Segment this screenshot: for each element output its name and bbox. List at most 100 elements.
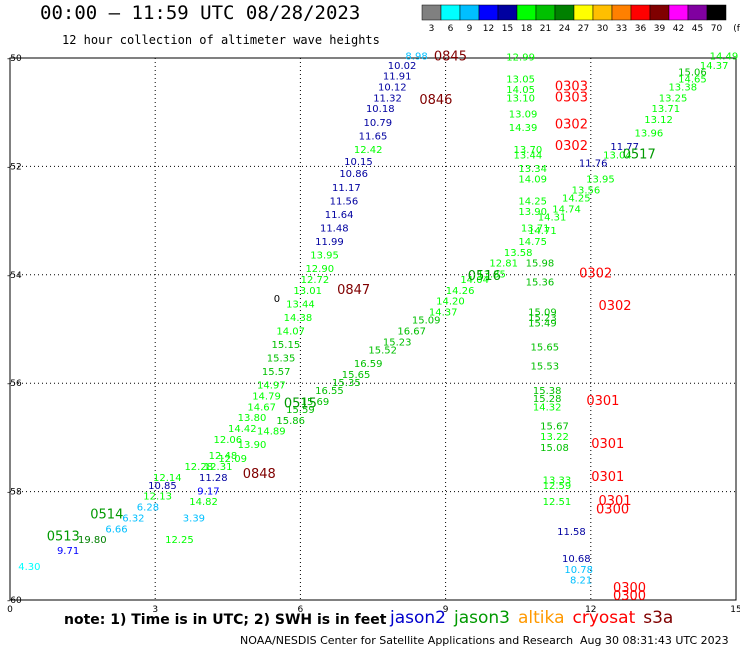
wave-height-point-cryosat: 15.65 <box>530 343 559 354</box>
scale-swatch <box>516 4 537 21</box>
wave-height-point-jason3: 14.31 <box>538 213 567 224</box>
wave-height-point-jason3: 16.67 <box>397 326 426 337</box>
wave-height-point-cryosat: 14.39 <box>509 123 538 134</box>
wave-height-point-jason3: 12.14 <box>153 473 182 484</box>
scale-label: 15 <box>502 24 513 34</box>
scale-swatch <box>668 4 689 21</box>
wave-height-point-jason3: 14.37 <box>700 61 729 72</box>
wave-height-point-cryosat: 8.21 <box>570 576 592 587</box>
wave-height-point-cryosat: 15.38 <box>533 386 562 397</box>
scale-label: 70 <box>711 24 723 34</box>
wave-height-point-jason2: 11.28 <box>199 473 228 484</box>
wave-height-point-cryosat: 13.70 <box>514 145 543 156</box>
chart-title: 00:00 — 11:59 UTC 08/28/2023 <box>40 2 361 24</box>
wave-height-point-jason2: 15.57 <box>262 367 291 378</box>
pass-time-label: 0302 <box>579 267 612 282</box>
wave-height-point-jason2: 10.18 <box>366 104 395 115</box>
x-tick-label: 15 <box>730 605 740 615</box>
wave-height-point-jason2: 12.72 <box>301 275 330 286</box>
pass-time-label: 0302 <box>598 299 631 314</box>
scale-swatch <box>649 4 670 21</box>
pass-time-label: 0301 <box>586 394 619 409</box>
wave-height-point-jason3: 14.26 <box>446 286 475 297</box>
wave-height-point-cryosat: 15.49 <box>528 318 557 329</box>
wave-height-point-jason3: 13.25 <box>659 93 688 104</box>
wave-height-point-jason2: 13.80 <box>238 413 267 424</box>
wave-height-point-jason2: 12.48 <box>209 451 238 462</box>
wave-height-point-jason3: 11.77 <box>610 142 639 153</box>
wave-height-point-jason2: 14.97 <box>257 381 286 392</box>
wave-height-point-jason3: 13.95 <box>586 175 615 186</box>
wave-height-point-jason2: 10.79 <box>364 118 393 129</box>
wave-height-point-jason3: 15.52 <box>368 345 397 356</box>
scale-label: 39 <box>654 24 666 34</box>
wave-height-point-cryosat: 14.32 <box>533 402 562 413</box>
scale-swatch <box>611 4 632 21</box>
legend-s3a: s3a <box>643 608 674 628</box>
pass-time-label: 0514 <box>90 508 123 523</box>
pass-time-label: 0303 <box>555 90 588 105</box>
wave-height-point-jason3: 13.90 <box>238 440 267 451</box>
scale-swatch <box>554 4 575 21</box>
wave-height-point-cryosat: 14.09 <box>518 175 547 186</box>
wave-height-point-cryosat: 11.58 <box>557 527 586 538</box>
wave-height-point-jason3: 13.56 <box>572 186 601 197</box>
wave-height-point-jason2: 12.31 <box>204 462 233 473</box>
wave-height-point-jason2: 13.44 <box>286 299 315 310</box>
x-tick-label: 9 <box>443 605 449 615</box>
footer-timestamp: Aug 30 08:31:43 UTC 2023 <box>580 634 729 647</box>
wave-height-point-cryosat: 13.33 <box>543 475 572 486</box>
x-tick-label: 12 <box>585 605 596 615</box>
scale-label: 24 <box>559 24 571 34</box>
scale-swatch <box>478 4 499 21</box>
wave-height-point-cryosat: 15.53 <box>530 362 559 373</box>
wave-height-point-cryosat: 15.67 <box>540 421 569 432</box>
wave-height-point-jason3: 15.86 <box>276 416 305 427</box>
wave-height-point-cryosat: 12.59 <box>543 481 572 492</box>
wave-height-point-cryosat: 15.28 <box>533 394 562 405</box>
wave-height-point-jason3: 10.85 <box>148 481 177 492</box>
wave-height-point-jason3: 14.49 <box>710 52 739 63</box>
wave-height-point-jason3: 15.69 <box>301 397 330 408</box>
wave-height-point-jason3: 11.76 <box>579 158 608 169</box>
scale-label: 6 <box>448 24 454 34</box>
wave-height-point-jason3: 14.71 <box>528 226 557 237</box>
wave-height-point-jason2: 12.90 <box>305 264 334 275</box>
scale-label: 30 <box>597 24 609 34</box>
wave-height-point-jason2: 12.06 <box>213 435 242 446</box>
wave-height-point-cryosat: 15.09 <box>528 307 557 318</box>
wave-height-point-jason3: 14.04 <box>460 275 489 286</box>
pass-time-label: 0513 <box>47 529 80 544</box>
wave-height-point-jason3: 4.30 <box>18 562 40 573</box>
pass-time-label: 0300 <box>613 589 646 604</box>
scale-swatch <box>630 4 651 21</box>
wave-height-point-jason2: 10.86 <box>339 169 368 180</box>
scale-swatch <box>592 4 613 21</box>
wave-height-point-jason3: 13.35 <box>477 270 506 281</box>
wave-height-point-jason3: 15.59 <box>286 405 315 416</box>
scale-swatch <box>573 4 594 21</box>
wave-height-point-jason2: 14.42 <box>228 424 257 435</box>
y-tick-label: -54 <box>7 271 22 281</box>
wave-height-point-jason2: 11.17 <box>332 183 361 194</box>
scale-label: 45 <box>692 24 703 34</box>
pass-time-label: 0300 <box>613 581 646 596</box>
pass-time-label: 0303 <box>555 80 588 95</box>
wave-height-point-jason2: 8.98 <box>405 52 427 63</box>
pass-time-label: 0301 <box>591 437 624 452</box>
wave-height-point-jason3: 9.71 <box>57 546 79 557</box>
wave-height-point-jason3: 19.80 <box>78 535 107 546</box>
scale-swatch <box>687 4 708 21</box>
wave-height-point-cryosat: 15.98 <box>526 259 555 270</box>
wave-height-point-jason3: 13.04 <box>603 150 632 161</box>
wave-height-point-cryosat: 10.78 <box>564 565 593 576</box>
scale-label: 33 <box>616 24 627 34</box>
wave-height-point-jason3: 16.59 <box>354 359 383 370</box>
scale-swatch <box>497 4 518 21</box>
scale-label: 9 <box>467 24 473 34</box>
pass-time-label: 0515 <box>284 397 317 412</box>
wave-height-point-jason3: 6.66 <box>105 524 127 535</box>
plot-frame <box>9 57 737 601</box>
